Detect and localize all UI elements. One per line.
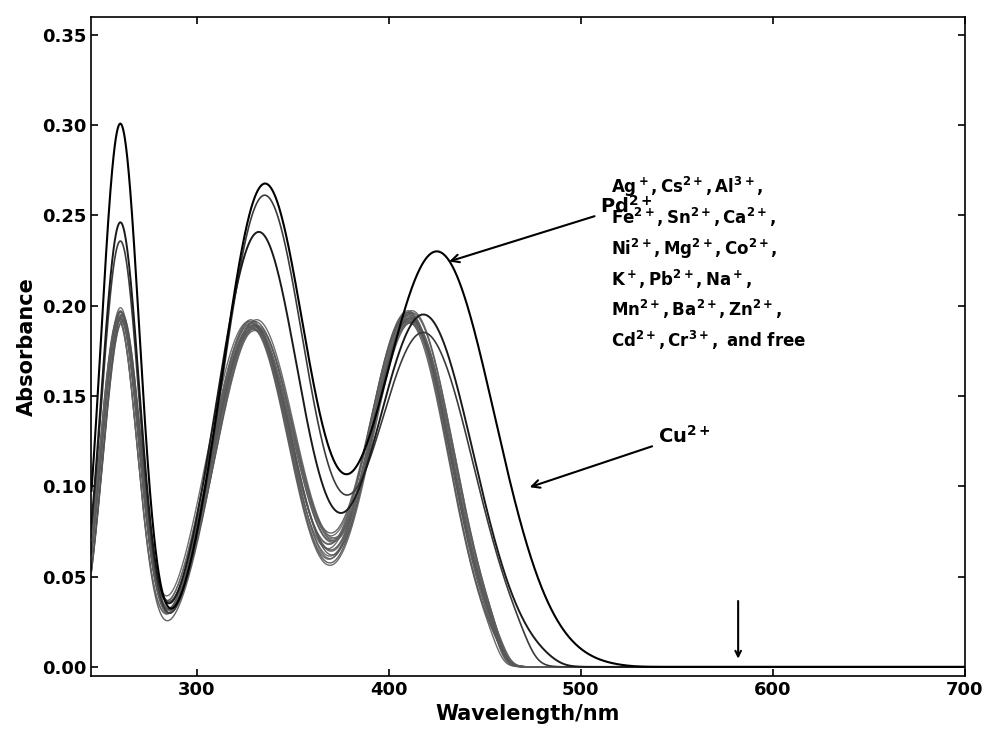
- Text: $\mathbf{Cu^{2+}}$: $\mathbf{Cu^{2+}}$: [532, 425, 710, 488]
- Text: $\mathbf{Ag^+}$$\mathbf{, Cs^{2+}, Al^{3+},}$
$\mathbf{Fe^{2+}, Sn^{2+}, Ca^{2+}: $\mathbf{Ag^+}$$\mathbf{, Cs^{2+}, Al^{3…: [611, 175, 806, 352]
- Y-axis label: Absorbance: Absorbance: [17, 277, 37, 416]
- X-axis label: Wavelength/nm: Wavelength/nm: [436, 705, 620, 725]
- Text: $\mathbf{Pd^{2+}}$: $\mathbf{Pd^{2+}}$: [451, 196, 653, 262]
